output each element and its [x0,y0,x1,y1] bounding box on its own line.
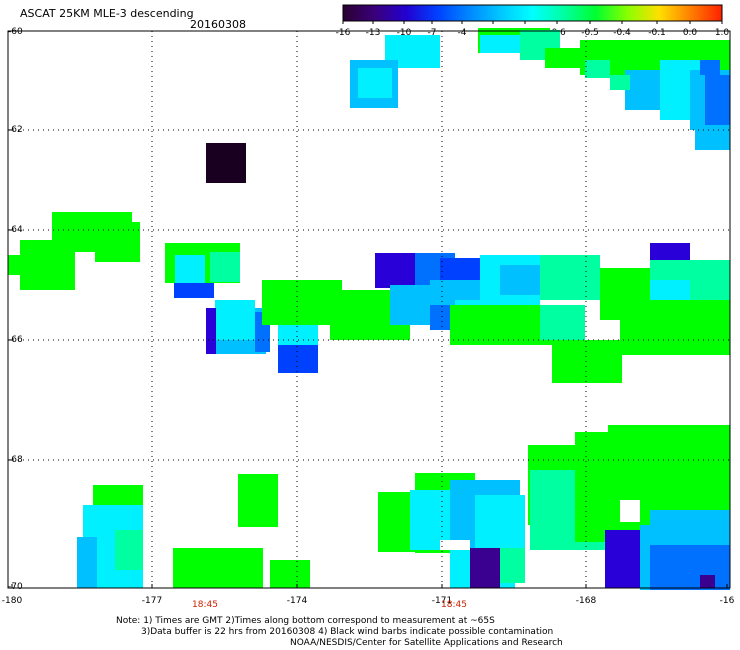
wind-cell [278,325,318,345]
colorbar-tick-label: -0.1 [648,28,666,38]
wind-cell [610,75,630,90]
no-data-gap [440,540,470,550]
wind-cell [500,548,525,583]
wind-cell [540,255,600,300]
wind-cells [8,28,730,590]
colorbar-tick-label: 1.0 [715,28,730,38]
note-line-1: Note: 1) Times are GMT 2)Times along bot… [116,616,495,626]
colorbar-tick-label: -13 [366,28,381,38]
wind-cell [700,60,720,75]
wind-cell [552,340,622,383]
time-label-2: 18:45 [441,600,467,610]
wind-cell [238,474,278,527]
wind-cell [695,125,730,150]
wind-cell [358,68,392,98]
lon-label-180: -180 [1,596,23,606]
lat-label-64: -64 [8,225,23,235]
lon-label-174: -174 [286,596,308,606]
wind-cell [175,255,205,285]
wind-cell [585,60,610,78]
lat-label-68: -68 [8,455,23,465]
wind-cell [262,280,342,325]
wind-cell [390,285,430,325]
wind-cell [206,143,246,183]
wind-cell [625,70,665,110]
wind-cell [215,300,255,340]
note-line-3: NOAA/NESDIS/Center for Satellite Applica… [290,638,563,648]
colorbar-tick-label: -0.5 [581,28,599,38]
wind-cell [700,575,715,588]
lat-label-66: -66 [8,335,23,345]
colorbar-gradient [342,4,723,22]
no-data-gap [585,300,595,325]
wind-cell [650,545,730,590]
wind-cell [210,252,240,282]
colorbar-tick-label: -4 [458,28,467,38]
lon-label-168: -168 [575,596,597,606]
wind-cell [620,300,730,355]
colorbar-tick-label: -16 [336,28,351,38]
colorbar-tick-label: -0.4 [613,28,631,38]
wind-cell [20,240,75,290]
map-frame [7,30,731,589]
colorbar-tick-label: -7 [428,28,437,38]
wind-cell [77,537,97,588]
wind-cell [270,560,310,588]
colorbar-tick-label: 0.0 [683,28,698,38]
wind-cell [174,283,214,298]
wind-cell [375,253,415,288]
wind-cell [8,255,28,275]
wind-cell [173,548,263,588]
wind-cell [95,222,140,262]
wind-cell [115,530,143,570]
map-title: ASCAT 25KM MLE-3 descending [20,7,194,20]
time-label-1: 18:45 [192,600,218,610]
note-line-2: 3)Data buffer is 22 hrs from 20160308 4)… [141,627,554,637]
colorbar: -16-13-10-7-4-1-0.7-0.6-0.5-0.4-0.10.01.… [336,4,730,38]
lon-label-177: -177 [141,596,163,606]
wind-field-map [7,28,731,590]
wind-cell [540,305,585,340]
wind-cell [278,345,318,373]
wind-cell [206,308,216,354]
wind-cell [545,48,590,68]
wind-cell [475,495,525,550]
wind-cell [500,265,540,295]
lon-label-171: -171 [431,596,453,606]
lon-label-16: -16 [719,596,735,606]
wind-cell [480,35,520,53]
no-data-gap [620,500,640,522]
lat-label-62: -62 [8,125,23,135]
wind-cell [470,548,500,588]
lat-label-60: -60 [8,27,23,37]
lat-label-70: -70 [8,582,23,592]
map-date: 20160308 [190,18,246,31]
colorbar-tick-label: -10 [397,28,412,38]
